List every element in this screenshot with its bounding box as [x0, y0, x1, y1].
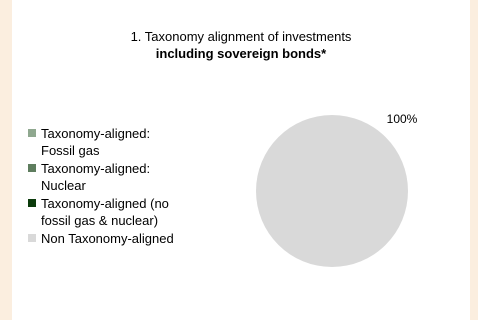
- legend-swatch-other-aligned: [28, 199, 36, 207]
- legend: Taxonomy-aligned: Fossil gas Taxonomy-al…: [28, 125, 218, 248]
- legend-swatch-non-aligned: [28, 234, 36, 242]
- legend-label-fossil-gas-1: Taxonomy-aligned:: [41, 126, 151, 141]
- pie-chart: 100%: [256, 112, 418, 267]
- legend-item-other-aligned: Taxonomy-aligned (no fossil gas & nuclea…: [28, 195, 218, 229]
- chart-panel: 1. Taxonomy alignment of investments inc…: [12, 0, 470, 320]
- legend-label-fossil-gas-2: Fossil gas: [41, 143, 100, 158]
- legend-label-other-aligned-2: fossil gas & nuclear): [41, 213, 159, 228]
- data-label-non-aligned: 100%: [387, 112, 418, 126]
- legend-label-nuclear-2: Nuclear: [41, 178, 86, 193]
- legend-label-nuclear-1: Taxonomy-aligned:: [41, 161, 151, 176]
- chart-title: 1. Taxonomy alignment of investments: [130, 29, 352, 44]
- legend-swatch-fossil-gas: [28, 129, 36, 137]
- legend-label-non-aligned-1: Non Taxonomy-aligned: [41, 231, 174, 246]
- chart-subtitle: including sovereign bonds*: [155, 46, 327, 61]
- legend-item-non-aligned: Non Taxonomy-aligned: [28, 230, 218, 247]
- legend-item-fossil-gas: Taxonomy-aligned: Fossil gas: [28, 125, 218, 159]
- pie-slice-3: [256, 115, 408, 267]
- legend-item-nuclear: Taxonomy-aligned: Nuclear: [28, 160, 218, 194]
- legend-swatch-nuclear: [28, 164, 36, 172]
- legend-label-other-aligned-1: Taxonomy-aligned (no: [41, 196, 169, 211]
